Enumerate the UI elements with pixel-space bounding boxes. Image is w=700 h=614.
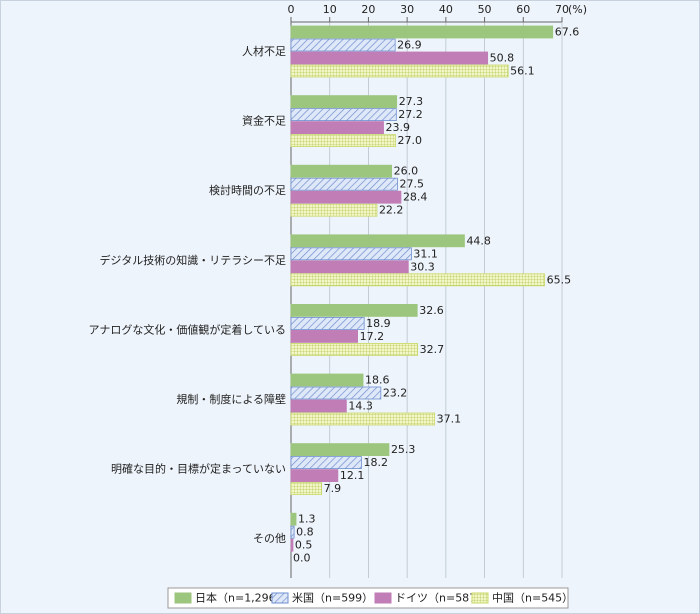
bar: [290, 399, 347, 413]
x-tick-label: 50: [478, 3, 492, 16]
category-label: デジタル技術の知識・リテラシー不足: [99, 253, 286, 267]
bar: [290, 329, 358, 343]
value-label: 26.0: [394, 165, 419, 178]
value-label: 65.5: [547, 273, 572, 286]
value-label: 56.1: [510, 65, 535, 78]
value-label: 32.7: [420, 343, 445, 356]
x-axis-unit: (%): [568, 3, 587, 16]
bar: [290, 273, 545, 287]
value-label: 18.2: [363, 456, 388, 469]
bar: [290, 469, 339, 483]
bar: [290, 260, 409, 274]
x-tick-label: 10: [323, 3, 337, 16]
value-label: 27.5: [399, 178, 424, 191]
value-label: 0.8: [296, 526, 314, 539]
bar: [290, 38, 396, 52]
value-label: 18.6: [365, 374, 390, 387]
bar: [290, 373, 364, 387]
value-label: 37.1: [437, 413, 462, 426]
value-label: 31.1: [413, 247, 438, 260]
bar: [290, 121, 384, 134]
x-tick-label: 0: [288, 3, 295, 16]
value-label: 17.2: [360, 330, 385, 343]
value-label: 1.3: [298, 513, 316, 526]
value-label: 18.9: [366, 317, 391, 330]
bar: [290, 342, 418, 356]
value-label: 0.5: [295, 539, 313, 552]
value-label: 22.2: [379, 204, 404, 217]
value-label: 32.6: [419, 304, 444, 317]
value-label: 44.8: [466, 234, 491, 247]
value-label: 0.0: [293, 552, 311, 565]
value-label: 27.2: [398, 108, 423, 121]
legend-label: 日本（n=1,296）: [195, 591, 287, 605]
value-label: 30.3: [410, 260, 435, 273]
legend-swatch: [471, 592, 489, 604]
bar: [290, 164, 393, 178]
category-label: 明確な目的・目標が定まっていない: [111, 462, 286, 476]
bar: [290, 456, 362, 470]
bar: [290, 25, 554, 39]
bar: [290, 443, 390, 457]
bar: [290, 108, 397, 121]
value-label: 14.3: [348, 400, 373, 413]
bar: [290, 95, 398, 108]
bar: [290, 525, 295, 539]
bar: [290, 203, 378, 217]
value-label: 28.4: [403, 191, 428, 204]
bar: [290, 316, 365, 330]
legend-label: 米国（n=599）: [292, 592, 373, 605]
category-label: 検討時間の不足: [209, 183, 286, 197]
bar: [290, 51, 489, 65]
value-label: 12.1: [340, 469, 365, 482]
category-label: その他: [253, 532, 286, 545]
bar: [290, 134, 396, 148]
category-label: 人材不足: [242, 44, 286, 58]
value-label: 26.9: [397, 39, 422, 52]
bar: [290, 538, 294, 552]
category-label: 規制・制度による障壁: [176, 392, 286, 406]
bar: [290, 512, 297, 526]
category-label: 資金不足: [242, 114, 286, 128]
x-tick-label: 70: [555, 3, 569, 16]
bar: [290, 190, 402, 204]
x-tick-label: 40: [439, 3, 453, 16]
value-label: 50.8: [490, 52, 515, 65]
bar: [290, 247, 412, 261]
legend-swatch: [374, 592, 392, 604]
legend-swatch: [271, 592, 289, 604]
legend-swatch: [174, 592, 192, 604]
x-tick-label: 30: [400, 3, 414, 16]
value-label: 23.2: [383, 387, 408, 400]
bar: [290, 412, 436, 426]
bar: [290, 386, 382, 400]
bar: [290, 64, 509, 78]
legend-label: 中国（n=545）: [492, 592, 573, 605]
bar: [290, 234, 465, 248]
bar: [290, 177, 398, 191]
category-label: アナログな文化・価値観が定着している: [89, 322, 286, 336]
legend-box: [167, 587, 569, 609]
value-label: 23.9: [386, 121, 411, 134]
value-label: 27.3: [399, 95, 424, 108]
value-label: 67.6: [555, 26, 580, 39]
legend-label: ドイツ（n=587）: [395, 592, 487, 605]
x-tick-label: 60: [516, 3, 530, 16]
value-label: 27.0: [398, 134, 423, 147]
value-label: 7.9: [324, 482, 342, 495]
bar: [290, 482, 322, 496]
bar: [290, 303, 418, 317]
value-label: 25.3: [391, 443, 416, 456]
x-tick-label: 20: [361, 3, 375, 16]
